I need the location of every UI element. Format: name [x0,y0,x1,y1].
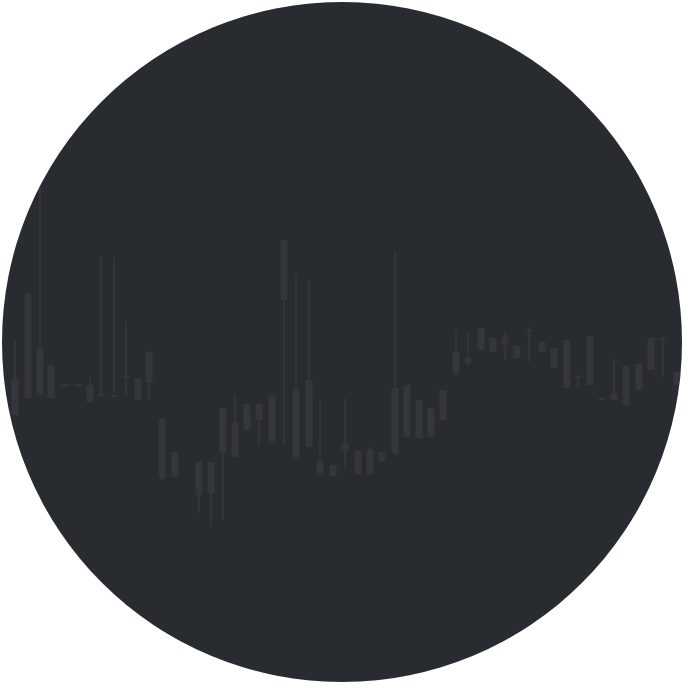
candle-pattern [11,175,681,526]
bodies [11,240,681,495]
